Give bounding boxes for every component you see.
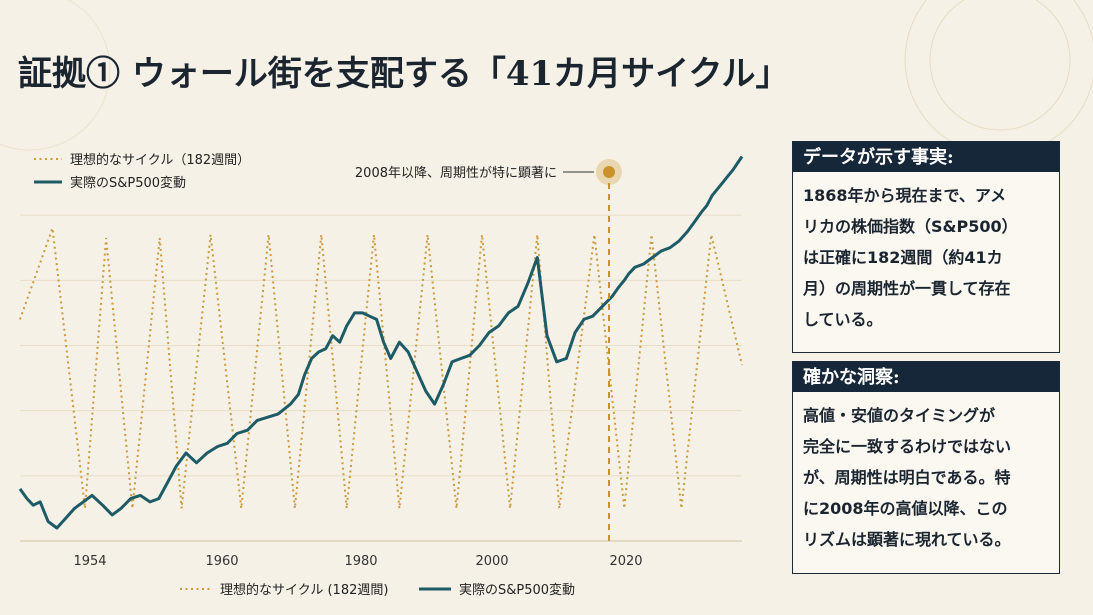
insight-body: 高値・安値のタイミングが 完全に一致するわけではない が、周期性は明白である。特… [793, 392, 1059, 559]
sp500-cycle-chart: 1954 1960 1980 2000 2020 2008年以降、周期性が特に顕著に 理… [18, 152, 744, 598]
facts-line: は正確に182週間（約41カ [803, 248, 1003, 267]
x-tick-labels: 1954 1960 1980 2000 2020 [73, 554, 642, 569]
legend-top-ideal-label: 理想的なサイクル（182週間） [70, 152, 250, 168]
legend-bottom: 理想的なサイクル (182週間) 実際のS&P500変動 [180, 582, 575, 598]
x-tick-label: 2000 [475, 554, 508, 569]
page-title: 証拠① ウォール街を支配する「41カ月サイクル」 [18, 54, 790, 94]
legend-top: 理想的なサイクル（182週間） 実際のS&P500変動 [34, 152, 250, 191]
x-tick-label: 2020 [609, 554, 642, 569]
x-tick-label: 1980 [344, 554, 377, 569]
insight-line: に2008年の高値以降、この [803, 499, 1008, 518]
annotation-text: 2008年以降、周期性が特に顕著に [355, 166, 557, 181]
legend-top-actual-label: 実際のS&P500変動 [70, 175, 186, 191]
insight-line: リズムは顕著に現れている。 [803, 530, 1011, 549]
legend-bottom-actual-label: 実際のS&P500変動 [459, 582, 575, 598]
facts-panel: データが示す事実: 1868年から現在まで、アメ リカの株価指数（S&P500）… [792, 141, 1060, 353]
insight-line: が、周期性は明白である。特 [803, 468, 1011, 487]
facts-heading: データが示す事実: [793, 142, 1059, 172]
chart-grid [20, 214, 742, 477]
actual-sp500-line [18, 155, 744, 530]
facts-line: リカの株価指数（S&P500） [803, 217, 1018, 236]
insight-panel: 確かな洞察: 高値・安値のタイミングが 完全に一致するわけではない が、周期性は… [792, 361, 1060, 574]
insight-heading: 確かな洞察: [793, 362, 1059, 392]
facts-line: 月）の周期性が一貫して存在 [803, 279, 1011, 298]
insight-line: 完全に一致するわけではない [803, 437, 1012, 456]
facts-line: 1868年から現在まで、アメ [803, 186, 1007, 205]
facts-line: している。 [803, 310, 883, 329]
x-tick-label: 1960 [205, 554, 238, 569]
ideal-cycle-line [19, 227, 743, 509]
facts-body: 1868年から現在まで、アメ リカの株価指数（S&P500） は正確に182週間… [793, 172, 1059, 339]
insight-line: 高値・安値のタイミングが [803, 406, 996, 425]
legend-bottom-ideal-label: 理想的なサイクル (182週間) [220, 582, 388, 598]
x-tick-label: 1954 [73, 554, 106, 569]
2008-marker-dot [603, 166, 615, 178]
